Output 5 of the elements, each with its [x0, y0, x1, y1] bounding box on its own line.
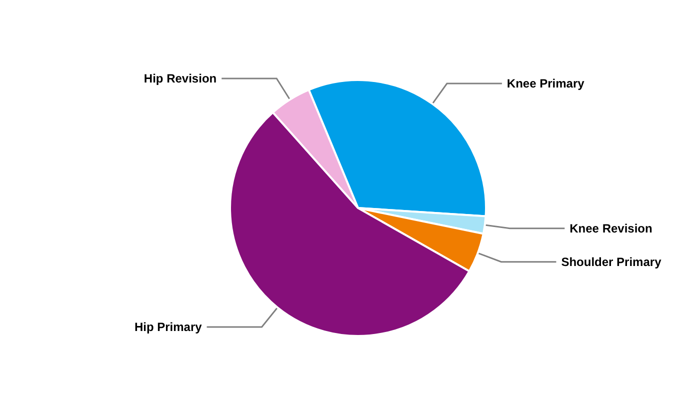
slice-label: Knee Primary: [506, 76, 585, 90]
slice-label: Hip Primary: [134, 320, 202, 334]
slice-label: Knee Revision: [570, 221, 652, 236]
slice-label: Hip Revision: [144, 71, 217, 86]
slice-label: Shoulder Primary: [561, 254, 662, 269]
